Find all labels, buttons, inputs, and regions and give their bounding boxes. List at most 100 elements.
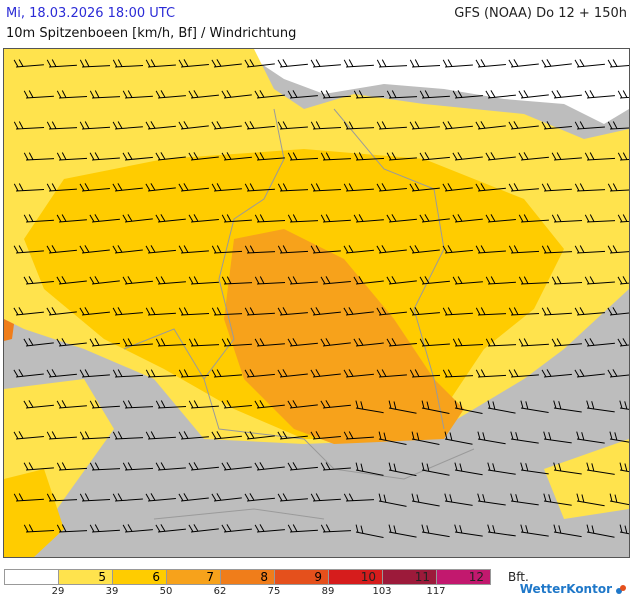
wind-barb <box>56 462 88 471</box>
wind-barb <box>388 400 417 414</box>
wind-barb <box>452 338 484 347</box>
wind-barb <box>287 338 318 347</box>
wind-barb <box>543 493 572 506</box>
wind-barb <box>254 462 285 471</box>
wind-barb <box>211 493 242 502</box>
country-borders <box>123 108 475 520</box>
wind-barb <box>122 152 153 161</box>
wind-barb <box>56 90 88 99</box>
wind-barb <box>23 90 54 99</box>
wind-barb <box>178 431 209 440</box>
wind-barb <box>343 59 374 68</box>
wind-barb <box>607 245 629 254</box>
wind-barb <box>178 183 209 192</box>
wind-barb <box>475 307 507 316</box>
brand-logo[interactable]: WetterKontor <box>520 582 627 596</box>
wind-barb <box>617 152 629 161</box>
wind-barb <box>419 276 450 285</box>
wind-barb <box>244 307 275 316</box>
wind-barb <box>584 338 615 347</box>
wind-barb <box>584 90 615 99</box>
wind-barb <box>386 152 417 161</box>
wind-barb <box>46 431 77 440</box>
wind-barb <box>518 214 549 223</box>
wind-barb <box>586 462 615 475</box>
wind-barb <box>411 431 440 445</box>
wind-barb <box>188 524 219 533</box>
wind-barb <box>452 152 483 161</box>
wind-barb <box>310 59 341 68</box>
wind-barb <box>145 493 176 502</box>
legend-bft-label: 8 <box>260 570 268 584</box>
wind-barb <box>122 524 153 533</box>
wind-barb <box>343 431 374 440</box>
wind-barb <box>287 400 318 409</box>
wind-barb <box>551 90 582 99</box>
wind-barb <box>376 245 407 254</box>
wind-barb <box>442 59 473 68</box>
wind-barb <box>221 152 252 161</box>
wind-barb <box>244 183 275 192</box>
wind-barb <box>155 462 186 471</box>
wind-barb <box>541 183 572 192</box>
wind-barb <box>619 400 629 410</box>
wind-barb <box>343 493 375 502</box>
wind-barb <box>46 59 77 68</box>
wind-barb <box>508 121 539 130</box>
wind-barb <box>355 524 384 538</box>
wind-barb <box>155 90 186 99</box>
wind-barb <box>343 369 374 378</box>
parameter-title: 10m Spitzenboeen [km/h, Bf] / Windrichtu… <box>6 26 297 41</box>
wind-barb <box>541 307 572 316</box>
wind-barb <box>518 152 549 161</box>
wind-barb <box>310 493 341 502</box>
wind-barb <box>419 90 450 99</box>
wind-barb <box>452 276 483 285</box>
wind-barb <box>409 59 441 68</box>
model-run-label: GFS (NOAA) Do 12 + 150h <box>454 6 627 21</box>
gust-zone-bft8 <box>4 319 14 341</box>
legend-box-8: 12 <box>436 569 491 585</box>
wind-barb <box>419 338 450 347</box>
wind-barb <box>320 338 351 347</box>
wind-barb <box>221 338 252 347</box>
wind-barb <box>409 121 440 130</box>
legend-box-4: 8 <box>220 569 274 585</box>
wind-barb <box>320 400 351 409</box>
wind-barb <box>155 276 186 285</box>
wind-barb <box>310 183 342 192</box>
wind-barb <box>244 245 276 254</box>
wind-barb <box>46 183 77 192</box>
wind-barb <box>23 338 54 347</box>
wind-barb <box>211 183 242 192</box>
legend-box-6: 10 <box>328 569 382 585</box>
wind-barb <box>287 90 318 99</box>
wind-barb <box>122 462 154 471</box>
wind-barb <box>56 524 88 533</box>
wind-barb <box>277 369 308 378</box>
wind-barb <box>178 493 209 502</box>
wind-barb <box>310 431 341 440</box>
wind-barb <box>609 493 629 506</box>
wind-barb <box>244 121 275 130</box>
wind-barb <box>287 214 319 223</box>
wind-barb <box>553 400 582 413</box>
wind-barb <box>188 338 220 347</box>
wind-barb <box>254 524 285 533</box>
wind-barb <box>607 369 629 378</box>
wind-barb <box>553 524 582 538</box>
wind-barb <box>376 307 407 316</box>
legend-box-0 <box>4 569 58 585</box>
wind-barb <box>56 214 87 223</box>
wind-barb <box>221 214 252 223</box>
wind-barb <box>520 462 549 475</box>
wind-barb <box>287 524 318 533</box>
wind-barb <box>145 183 176 192</box>
wind-barb <box>355 462 384 476</box>
wind-barb <box>79 183 110 192</box>
wind-barb <box>112 307 143 316</box>
legend-bft-label: 12 <box>468 570 484 584</box>
map-canvas <box>4 49 629 557</box>
wind-barb <box>442 307 473 316</box>
wind-barb <box>475 121 506 130</box>
